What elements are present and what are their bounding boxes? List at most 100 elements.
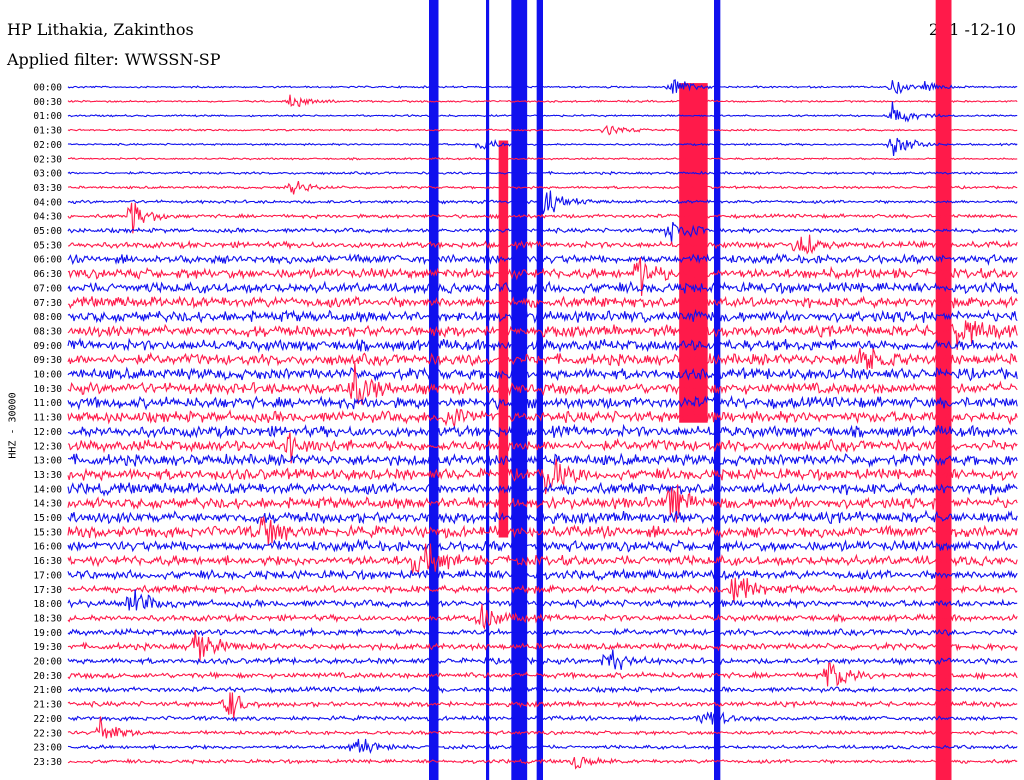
trace-row-47	[67, 756, 1018, 770]
saturated-band-5	[935, 0, 952, 780]
trace-row-20	[67, 366, 1018, 382]
trace-row-32	[67, 538, 1018, 553]
row-label-19: 09:30	[33, 355, 62, 366]
trace-row-39	[67, 630, 1018, 662]
filter-name: WWSSN-SP	[124, 50, 221, 69]
trace-row-25	[67, 432, 1018, 464]
row-label-33: 16:30	[33, 556, 62, 567]
trace-row-37	[67, 603, 1018, 631]
row-label-4: 02:00	[33, 140, 62, 151]
row-label-5: 02:30	[33, 154, 62, 165]
trace-row-40	[67, 649, 1018, 670]
row-label-23: 11:30	[33, 413, 62, 424]
trace-row-2	[67, 101, 1018, 123]
trace-row-29	[67, 484, 1018, 523]
row-label-39: 19:30	[33, 642, 62, 653]
trace-row-24	[67, 423, 1018, 440]
trace-row-45	[67, 716, 1018, 739]
row-label-7: 03:30	[33, 183, 62, 194]
trace-row-43	[67, 692, 1018, 719]
trace-row-23	[67, 408, 1018, 427]
row-label-16: 08:00	[33, 312, 62, 323]
row-label-11: 05:30	[33, 240, 62, 251]
row-label-46: 23:00	[33, 743, 62, 754]
row-label-47: 23:30	[33, 757, 62, 768]
row-label-34: 17:00	[33, 570, 62, 581]
row-label-9: 04:30	[33, 212, 62, 223]
trace-row-13	[67, 257, 1018, 296]
row-label-32: 16:00	[33, 542, 62, 553]
row-label-2: 01:00	[33, 111, 62, 122]
trace-row-6	[67, 170, 1018, 176]
row-label-35: 17:30	[33, 585, 62, 596]
trace-row-30	[67, 509, 1018, 526]
trace-row-41	[67, 662, 1018, 687]
row-label-13: 06:30	[33, 269, 62, 280]
trace-row-22	[67, 394, 1018, 411]
row-label-45: 22:30	[33, 728, 62, 739]
trace-row-16	[67, 308, 1018, 324]
row-label-10: 05:00	[33, 226, 62, 237]
row-label-12: 06:00	[33, 255, 62, 266]
row-label-26: 13:00	[33, 456, 62, 467]
row-label-44: 22:00	[33, 714, 62, 725]
trace-row-0	[67, 79, 1018, 95]
row-label-27: 13:30	[33, 470, 62, 481]
row-label-28: 14:00	[33, 484, 62, 495]
trace-row-7	[68, 180, 1018, 195]
row-label-8: 04:00	[33, 197, 62, 208]
row-label-38: 19:00	[33, 628, 62, 639]
trace-row-8	[67, 190, 1018, 214]
trace-row-18	[67, 337, 1018, 354]
trace-row-10	[67, 221, 1018, 244]
row-label-6: 03:00	[33, 169, 62, 180]
trace-row-1	[67, 94, 1018, 108]
trace-row-17	[67, 320, 1018, 350]
trace-row-42	[67, 685, 1018, 694]
row-label-21: 10:30	[33, 384, 62, 395]
trace-row-31	[67, 516, 1018, 546]
trace-row-36	[67, 589, 1018, 611]
row-label-40: 20:00	[33, 657, 62, 668]
trace-row-14	[67, 280, 1018, 295]
trace-row-46	[67, 738, 1018, 755]
row-label-3: 01:30	[33, 126, 62, 137]
row-label-17: 08:30	[33, 326, 62, 337]
trace-row-38	[67, 626, 1018, 638]
station-title: HP Lithakia, Zakinthos	[7, 20, 194, 39]
trace-row-11	[67, 234, 1018, 255]
trace-row-27	[67, 458, 1018, 495]
row-label-15: 07:30	[33, 298, 62, 309]
filter-prefix: Applied filter:	[7, 50, 119, 69]
row-label-0: 00:00	[33, 83, 62, 94]
row-label-43: 21:30	[33, 700, 62, 711]
saturated-band-7	[679, 83, 708, 423]
row-label-30: 15:00	[33, 513, 62, 524]
trace-row-35	[67, 577, 1018, 604]
saturated-band-1	[429, 0, 439, 780]
trace-row-21	[67, 362, 1018, 405]
row-label-31: 15:30	[33, 527, 62, 538]
row-label-18: 09:00	[33, 341, 62, 352]
trace-row-12	[67, 252, 1018, 266]
saturated-band-0	[511, 0, 528, 780]
trace-row-4	[67, 137, 1018, 156]
row-label-25: 12:30	[33, 441, 62, 452]
saturated-band-6	[498, 140, 509, 538]
row-label-22: 11:00	[33, 398, 62, 409]
trace-row-15	[67, 295, 1018, 310]
trace-row-19	[67, 347, 1018, 370]
trace-row-28	[67, 481, 1018, 497]
trace-row-34	[67, 568, 1018, 582]
trace-row-26	[67, 452, 1018, 468]
trace-row-33	[67, 543, 1018, 575]
trace-row-44	[67, 711, 1018, 727]
row-label-20: 10:00	[33, 370, 62, 381]
row-label-24: 12:00	[33, 427, 62, 438]
row-label-1: 00:30	[33, 97, 62, 108]
trace-row-5	[67, 156, 1018, 161]
row-label-37: 18:30	[33, 613, 62, 624]
row-label-14: 07:00	[33, 283, 62, 294]
row-label-36: 18:00	[33, 599, 62, 610]
